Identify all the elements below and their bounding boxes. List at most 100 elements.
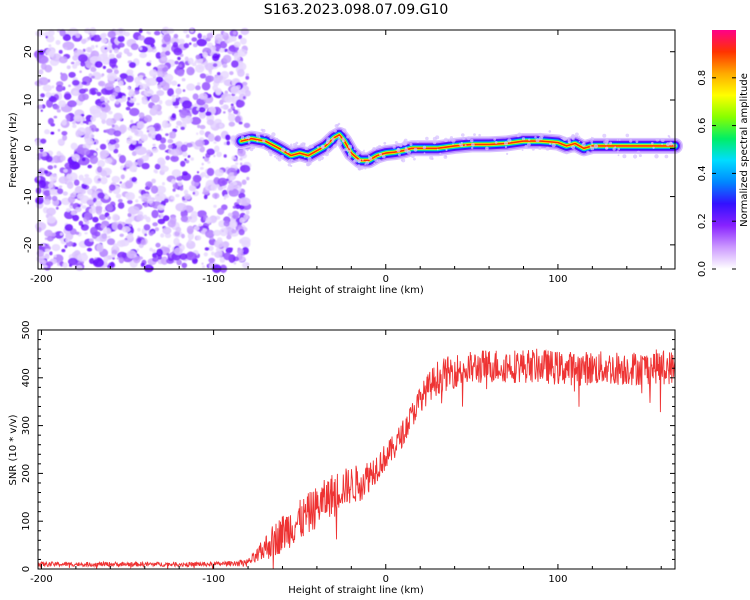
noise-blob <box>78 93 86 102</box>
noise-blob <box>95 148 99 151</box>
track-scatter-dot <box>331 140 334 143</box>
noise-blob <box>196 98 206 106</box>
noise-blob <box>165 99 173 107</box>
noise-blob <box>100 176 108 185</box>
noise-blob <box>82 117 86 121</box>
noise-blob <box>178 64 182 68</box>
noise-blob <box>43 170 49 174</box>
noise-blob <box>152 143 156 147</box>
snr-x-tick-label: 100 <box>548 574 567 585</box>
track-scatter-dot <box>565 151 569 155</box>
track-scatter-dot <box>398 153 401 157</box>
noise-blob <box>107 30 116 38</box>
noise-blob <box>201 162 204 166</box>
track-scatter-dot <box>527 147 529 150</box>
noise-blob <box>65 114 71 120</box>
track-scatter-dot <box>242 146 246 150</box>
noise-blob <box>219 256 226 263</box>
track-scatter-dot <box>287 163 291 167</box>
track-scatter-dot <box>326 149 330 152</box>
noise-blob <box>46 207 56 216</box>
track-scatter-dot <box>404 146 408 150</box>
track-scatter-dot <box>521 137 526 141</box>
noise-blob <box>173 47 183 56</box>
noise-blob <box>109 49 112 54</box>
noise-blob <box>106 229 111 234</box>
noise-blob <box>171 178 176 185</box>
noise-blob <box>151 178 156 184</box>
noise-blob <box>138 195 142 199</box>
noise-blob <box>118 80 124 87</box>
snr-marks <box>37 348 676 570</box>
noise-blob <box>99 33 106 39</box>
noise-blob <box>242 261 250 269</box>
noise-blob <box>60 73 68 82</box>
noise-blob <box>231 229 237 234</box>
noise-blob <box>234 115 241 123</box>
noise-blob <box>127 232 134 239</box>
noise-blob <box>84 232 88 235</box>
noise-blob <box>154 169 158 174</box>
noise-blob <box>75 33 81 38</box>
noise-blob <box>192 93 199 100</box>
noise-blob <box>65 237 70 243</box>
noise-blob <box>138 112 145 119</box>
noise-blob <box>163 73 174 82</box>
noise-blob <box>58 56 68 64</box>
spectrogram-y-tick-label: 10 <box>23 94 34 107</box>
noise-blob <box>84 134 90 139</box>
noise-blob <box>112 213 120 222</box>
noise-blob <box>232 31 237 35</box>
track-scatter-dot <box>377 158 381 163</box>
noise-blob <box>40 93 45 98</box>
noise-blob <box>128 62 137 68</box>
noise-blob <box>72 214 80 222</box>
noise-blob <box>191 37 198 42</box>
noise-blob <box>173 247 183 256</box>
track-scatter-dot <box>545 146 550 151</box>
noise-blob <box>90 37 94 41</box>
noise-blob <box>134 146 147 156</box>
noise-blob <box>223 154 227 158</box>
noise-blob <box>155 185 167 194</box>
noise-blob <box>239 197 251 206</box>
noise-blob <box>68 71 76 78</box>
track-scatter-dot <box>460 141 463 145</box>
noise-blob <box>241 81 248 86</box>
noise-blob <box>227 108 233 113</box>
noise-blob <box>41 259 47 265</box>
noise-blob <box>67 100 77 108</box>
spectrogram-marks <box>33 26 683 273</box>
noise-blob <box>45 155 53 163</box>
snr-y-label: SNR (10 * v/v) <box>8 414 19 485</box>
noise-blob <box>139 52 147 59</box>
noise-blob <box>117 35 125 43</box>
track-scatter-dot <box>361 150 366 155</box>
track-scatter-dot <box>593 144 599 149</box>
noise-blob <box>195 85 201 91</box>
track-scatter-dot <box>342 128 347 133</box>
noise-blob <box>195 54 201 60</box>
track-scatter-dot <box>304 156 306 158</box>
track-scatter-dot <box>564 137 566 140</box>
track-scatter-dot <box>521 149 524 152</box>
noise-blob <box>169 216 177 225</box>
noise-blob <box>73 179 80 186</box>
noise-blob <box>118 28 124 34</box>
track-scatter-dot <box>423 152 426 155</box>
noise-blob <box>82 177 93 185</box>
noise-blob <box>84 28 92 34</box>
noise-blob <box>103 209 107 213</box>
noise-blob <box>165 155 170 161</box>
spectrogram-y-tick-label: -20 <box>23 237 34 253</box>
track-scatter-dot <box>590 140 594 144</box>
noise-blob <box>119 73 128 80</box>
noise-blob <box>39 196 44 200</box>
noise-blob <box>184 158 187 161</box>
track-scatter-dot <box>538 146 542 150</box>
noise-blob <box>227 212 233 217</box>
noise-blob <box>177 84 181 87</box>
noise-blob <box>205 229 215 238</box>
noise-blob <box>62 262 68 268</box>
